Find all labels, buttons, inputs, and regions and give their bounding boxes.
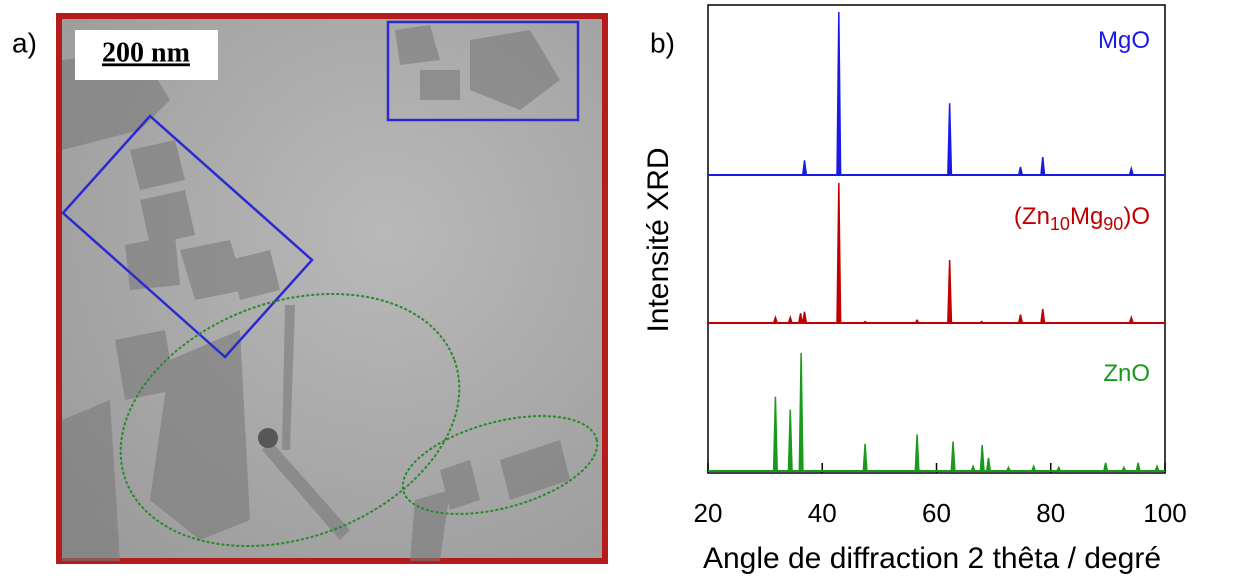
peak <box>1040 156 1046 176</box>
x-axis-title: Angle de diffraction 2 thêta / degré <box>703 542 1161 575</box>
peak <box>1040 308 1046 324</box>
peak <box>862 443 868 472</box>
peak <box>914 434 920 472</box>
plot-frame <box>707 4 1166 474</box>
peak <box>1017 166 1024 176</box>
peak <box>1154 464 1160 472</box>
peak <box>950 441 956 472</box>
highlight-ellipse <box>119 292 461 548</box>
peak <box>947 259 953 324</box>
peak <box>836 11 842 176</box>
peak <box>1128 165 1135 176</box>
panel-label: b) <box>650 27 675 58</box>
x-tick-label: 80 <box>1036 498 1065 528</box>
highlight-box <box>61 114 314 359</box>
x-tick-label: 40 <box>808 498 837 528</box>
y-axis-title: Intensité XRD <box>642 147 675 332</box>
peak <box>801 311 808 324</box>
peak <box>1017 314 1024 324</box>
scale-bar-box <box>75 30 218 80</box>
legend-label: (Zn10Mg90)O <box>1014 203 1150 233</box>
peak <box>913 318 921 324</box>
highlight-ellipse <box>401 415 599 515</box>
peak <box>1005 465 1012 472</box>
peak <box>1030 464 1037 472</box>
scale-bar: 200 nm <box>102 37 190 68</box>
tem-panel: a) 200 nm <box>12 13 608 564</box>
peak <box>977 320 986 324</box>
peak <box>772 396 778 472</box>
peak <box>1055 465 1062 472</box>
peak <box>979 444 985 472</box>
peak <box>1128 314 1135 324</box>
peak <box>1135 462 1141 472</box>
peak <box>787 409 793 472</box>
panel-label: a) <box>12 27 37 58</box>
peak <box>787 314 794 324</box>
peak <box>947 103 953 176</box>
peak <box>772 314 779 324</box>
peak <box>801 160 808 176</box>
peak <box>1102 462 1109 472</box>
legend-label: ZnO <box>1103 360 1150 387</box>
peak <box>985 457 992 472</box>
highlight-box <box>386 20 580 122</box>
legend-label: MgO <box>1098 27 1150 54</box>
peak <box>836 182 842 324</box>
x-tick-label: 100 <box>1143 498 1186 528</box>
peak <box>1120 465 1127 472</box>
x-tick-label: 20 <box>694 498 723 528</box>
peak <box>861 320 870 324</box>
peak <box>970 464 976 472</box>
peak <box>798 352 804 472</box>
x-tick-label: 60 <box>922 498 951 528</box>
peak <box>797 313 804 324</box>
